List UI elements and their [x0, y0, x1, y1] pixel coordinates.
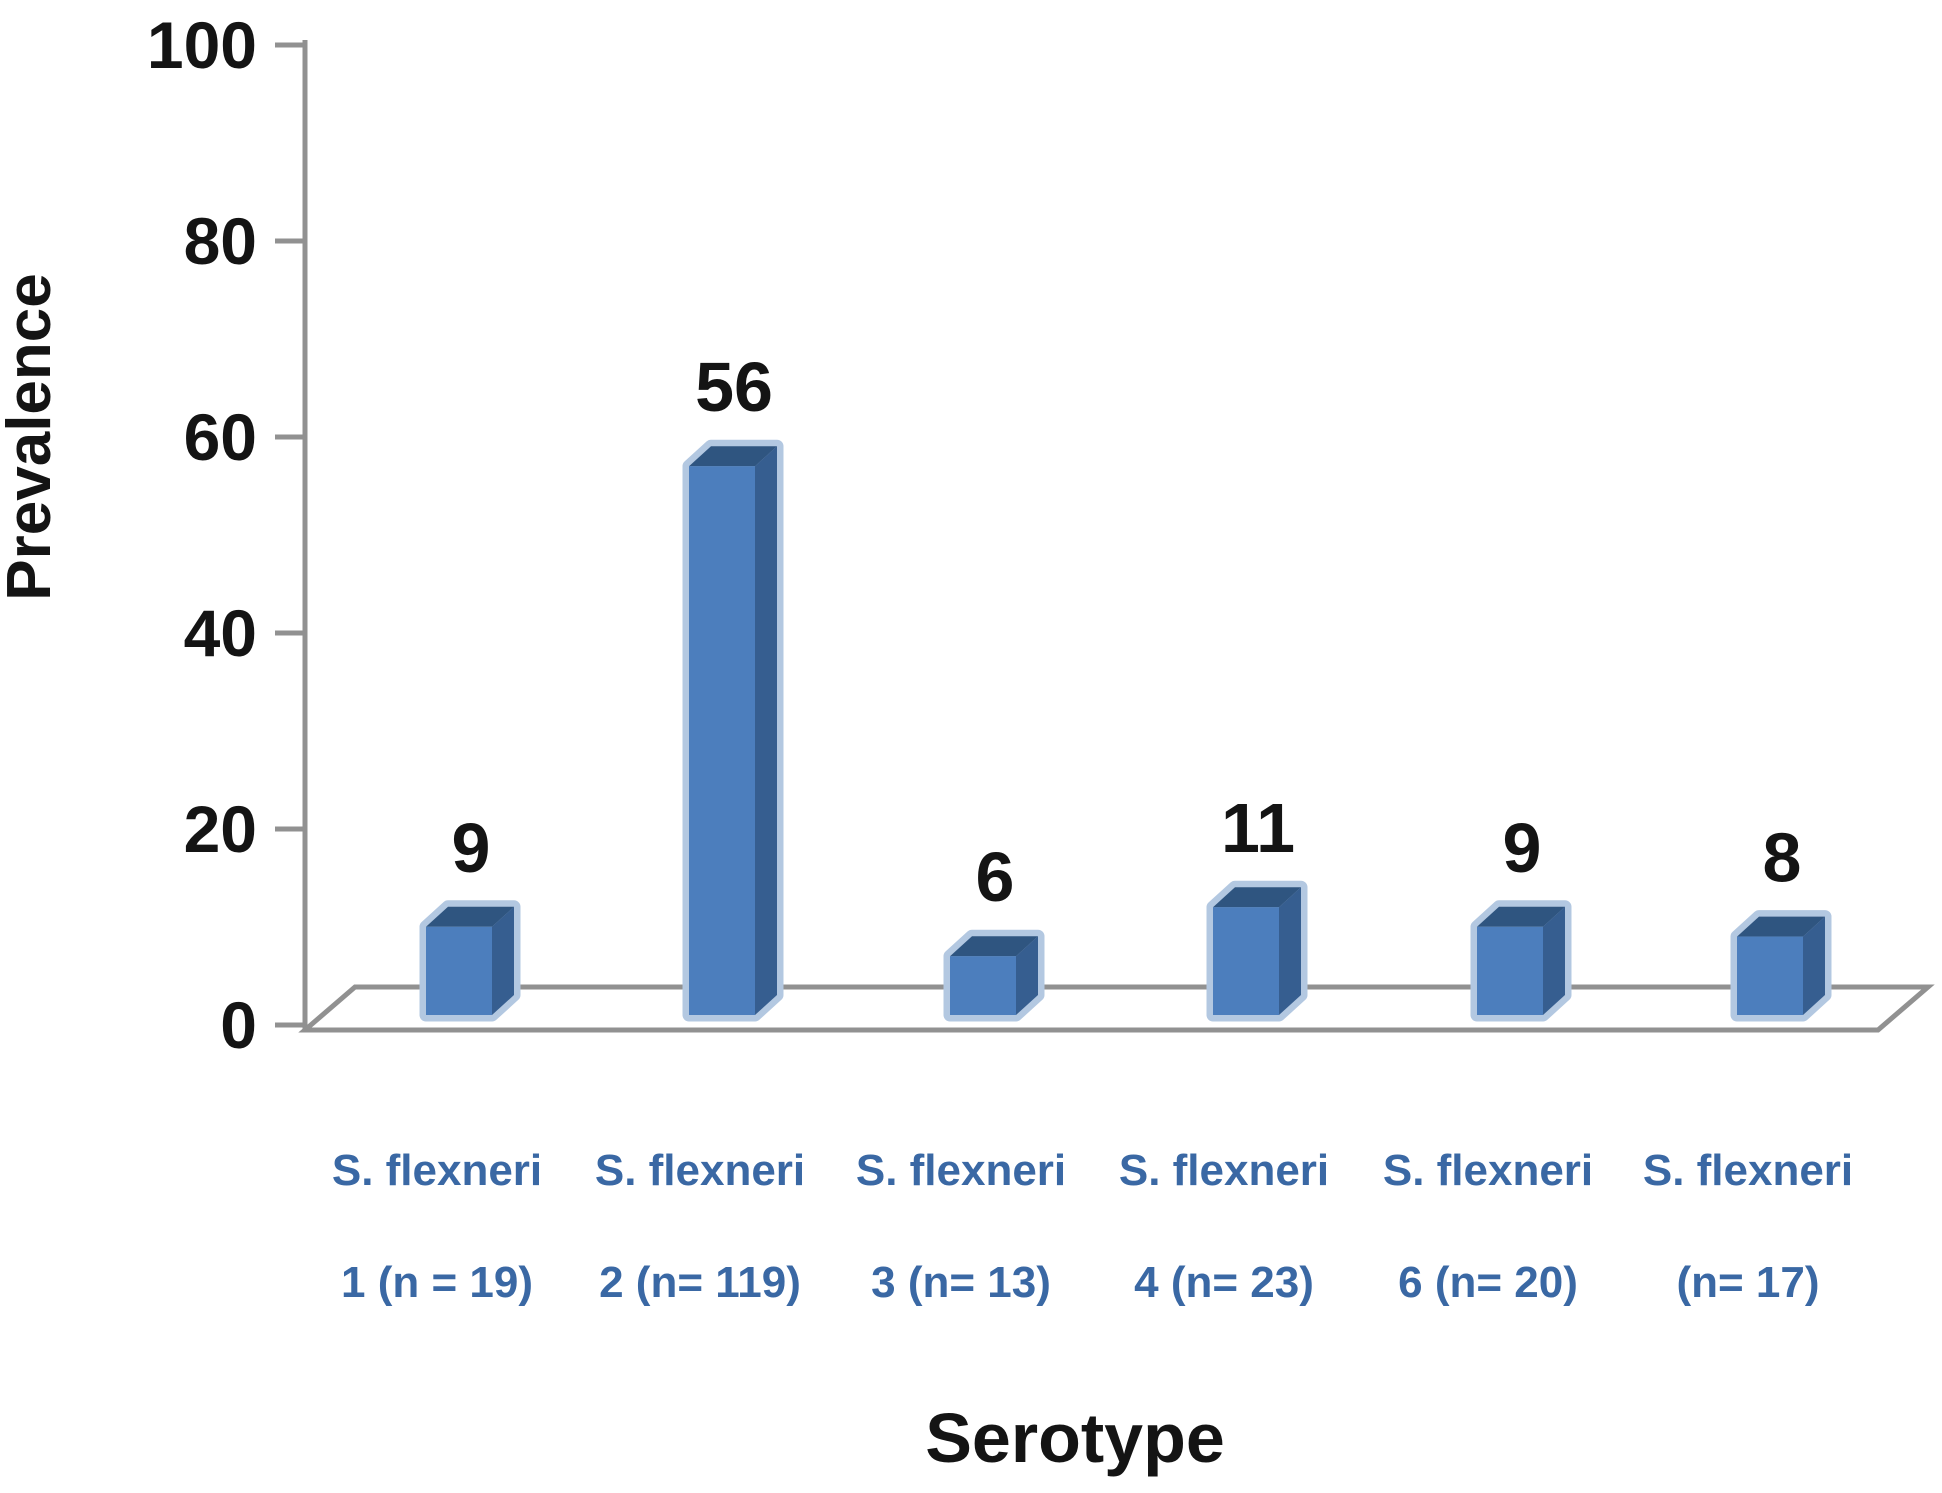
bar: 8	[1730, 819, 1832, 1022]
bar-value-label: 8	[1763, 819, 1802, 897]
x-axis-category-line1: S. flexneri	[332, 1146, 542, 1195]
x-axis-category-line2: 1 (n = 19)	[341, 1258, 533, 1307]
bar-top-face	[1213, 887, 1301, 908]
y-axis-title: Prevalence	[0, 273, 64, 600]
x-axis-title: Serotype	[925, 1399, 1225, 1477]
bar-front-face	[950, 956, 1016, 1015]
bar-top-face	[689, 446, 777, 467]
bar: 9	[1470, 809, 1572, 1022]
x-axis-category-line2: 3 (n= 13)	[871, 1258, 1051, 1307]
x-axis-category-line2: 4 (n= 23)	[1134, 1258, 1314, 1307]
y-axis-tick-label: 40	[184, 596, 257, 670]
x-axis-category-line2: 2 (n= 119)	[599, 1258, 801, 1307]
bar-side-face	[1279, 887, 1301, 1015]
bar-value-label: 6	[976, 838, 1015, 916]
bar-top-face	[1477, 906, 1565, 927]
bar-value-label: 9	[1503, 809, 1542, 887]
x-axis-category-line1: S. flexneri	[856, 1146, 1066, 1195]
bar-front-face	[1737, 936, 1803, 1015]
bar-side-face	[755, 446, 777, 1015]
bars-group: 9 56 6 11 9 8	[419, 348, 1832, 1022]
bar: 56	[682, 348, 784, 1022]
bar: 11	[1206, 789, 1308, 1022]
bar: 9	[419, 809, 521, 1022]
bar-value-label: 9	[452, 809, 491, 887]
x-axis-labels: S. flexneri 1 (n = 19) S. flexneri 2 (n= 11…	[332, 1146, 1853, 1307]
bar-top-face	[950, 936, 1038, 957]
y-axis-tick-label: 80	[184, 204, 257, 278]
bar-front-face	[689, 466, 755, 1015]
bar-value-label: 11	[1221, 789, 1295, 867]
y-axis-tick-label: 20	[184, 792, 257, 866]
bar-top-face	[426, 906, 514, 927]
y-axis-tick-label: 0	[220, 988, 257, 1062]
y-axis-tick-label: 100	[147, 8, 257, 82]
bar-side-face	[1016, 936, 1038, 1015]
x-axis-category-line1: S. flexneri	[595, 1146, 805, 1195]
bar: 6	[943, 838, 1045, 1022]
x-axis-category-line1: S. flexneri	[1383, 1146, 1593, 1195]
bar-value-label: 56	[695, 348, 773, 426]
bar-front-face	[426, 926, 492, 1015]
bar-front-face	[1477, 926, 1543, 1015]
x-axis-category-line1: S. flexneri	[1119, 1146, 1329, 1195]
chart-floor	[298, 984, 1935, 1033]
bar-front-face	[1213, 907, 1279, 1015]
x-axis-category-line2: (n= 17)	[1676, 1258, 1819, 1307]
x-axis-category-line1: S. flexneri	[1643, 1146, 1853, 1195]
bar-side-face	[492, 906, 514, 1015]
y-axis-tick-label: 60	[184, 400, 257, 474]
bar-side-face	[1803, 916, 1825, 1015]
x-axis-category-line2: 6 (n= 20)	[1398, 1258, 1578, 1307]
y-axis-ticks: 0 20 40 60 80 100	[147, 8, 305, 1062]
bar-side-face	[1543, 906, 1565, 1015]
bar-top-face	[1737, 916, 1825, 937]
